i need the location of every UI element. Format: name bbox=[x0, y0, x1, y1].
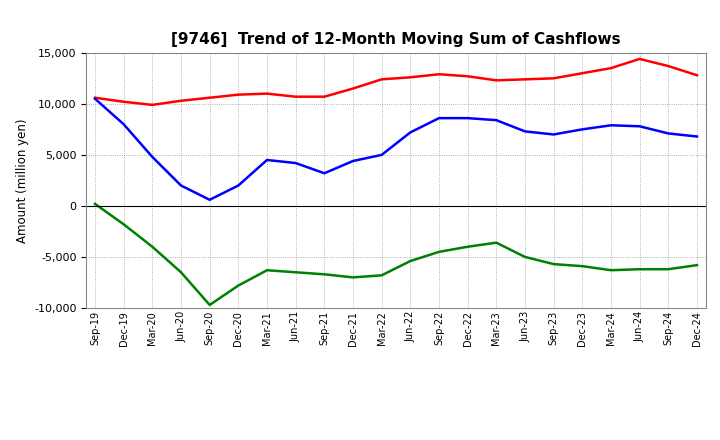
Operating Cashflow bbox=[578, 70, 587, 76]
Operating Cashflow bbox=[521, 77, 529, 82]
Free Cashflow bbox=[320, 171, 328, 176]
Free Cashflow bbox=[664, 131, 672, 136]
Free Cashflow bbox=[148, 154, 157, 160]
Operating Cashflow bbox=[91, 95, 99, 100]
Free Cashflow bbox=[91, 96, 99, 101]
Investing Cashflow bbox=[120, 222, 128, 227]
Operating Cashflow bbox=[664, 63, 672, 69]
Operating Cashflow bbox=[263, 91, 271, 96]
Operating Cashflow bbox=[635, 56, 644, 62]
Investing Cashflow bbox=[693, 263, 701, 268]
Investing Cashflow bbox=[320, 271, 328, 277]
Investing Cashflow bbox=[377, 273, 386, 278]
Operating Cashflow bbox=[406, 75, 415, 80]
Investing Cashflow bbox=[234, 283, 243, 288]
Free Cashflow bbox=[292, 161, 300, 166]
Investing Cashflow bbox=[406, 258, 415, 264]
Investing Cashflow bbox=[348, 275, 357, 280]
Operating Cashflow bbox=[205, 95, 214, 100]
Operating Cashflow bbox=[607, 66, 616, 71]
Operating Cashflow bbox=[377, 77, 386, 82]
Free Cashflow bbox=[435, 115, 444, 121]
Free Cashflow bbox=[234, 183, 243, 188]
Operating Cashflow bbox=[492, 78, 500, 83]
Operating Cashflow bbox=[549, 76, 558, 81]
Free Cashflow bbox=[377, 152, 386, 158]
Investing Cashflow bbox=[578, 264, 587, 269]
Free Cashflow bbox=[549, 132, 558, 137]
Investing Cashflow bbox=[607, 268, 616, 273]
Operating Cashflow bbox=[120, 99, 128, 104]
Operating Cashflow bbox=[320, 94, 328, 99]
Free Cashflow bbox=[176, 183, 185, 188]
Investing Cashflow bbox=[176, 270, 185, 275]
Free Cashflow bbox=[492, 117, 500, 123]
Operating Cashflow bbox=[148, 102, 157, 107]
Investing Cashflow bbox=[492, 240, 500, 246]
Operating Cashflow bbox=[464, 73, 472, 79]
Investing Cashflow bbox=[464, 244, 472, 249]
Operating Cashflow bbox=[234, 92, 243, 97]
Operating Cashflow bbox=[693, 73, 701, 78]
Investing Cashflow bbox=[148, 244, 157, 249]
Free Cashflow bbox=[635, 124, 644, 129]
Investing Cashflow bbox=[521, 254, 529, 260]
Free Cashflow bbox=[521, 129, 529, 134]
Investing Cashflow bbox=[549, 261, 558, 267]
Line: Free Cashflow: Free Cashflow bbox=[95, 99, 697, 200]
Investing Cashflow bbox=[664, 267, 672, 272]
Free Cashflow bbox=[578, 127, 587, 132]
Line: Investing Cashflow: Investing Cashflow bbox=[95, 204, 697, 305]
Line: Operating Cashflow: Operating Cashflow bbox=[95, 59, 697, 105]
Investing Cashflow bbox=[635, 267, 644, 272]
Free Cashflow bbox=[693, 134, 701, 139]
Free Cashflow bbox=[263, 158, 271, 163]
Operating Cashflow bbox=[435, 72, 444, 77]
Investing Cashflow bbox=[91, 201, 99, 206]
Y-axis label: Amount (million yen): Amount (million yen) bbox=[16, 118, 29, 242]
Free Cashflow bbox=[120, 121, 128, 127]
Investing Cashflow bbox=[205, 302, 214, 308]
Operating Cashflow bbox=[176, 98, 185, 103]
Investing Cashflow bbox=[263, 268, 271, 273]
Free Cashflow bbox=[205, 197, 214, 202]
Title: [9746]  Trend of 12-Month Moving Sum of Cashflows: [9746] Trend of 12-Month Moving Sum of C… bbox=[171, 33, 621, 48]
Free Cashflow bbox=[464, 115, 472, 121]
Investing Cashflow bbox=[292, 270, 300, 275]
Operating Cashflow bbox=[292, 94, 300, 99]
Free Cashflow bbox=[607, 123, 616, 128]
Free Cashflow bbox=[348, 158, 357, 164]
Investing Cashflow bbox=[435, 249, 444, 254]
Free Cashflow bbox=[406, 130, 415, 135]
Operating Cashflow bbox=[348, 86, 357, 91]
